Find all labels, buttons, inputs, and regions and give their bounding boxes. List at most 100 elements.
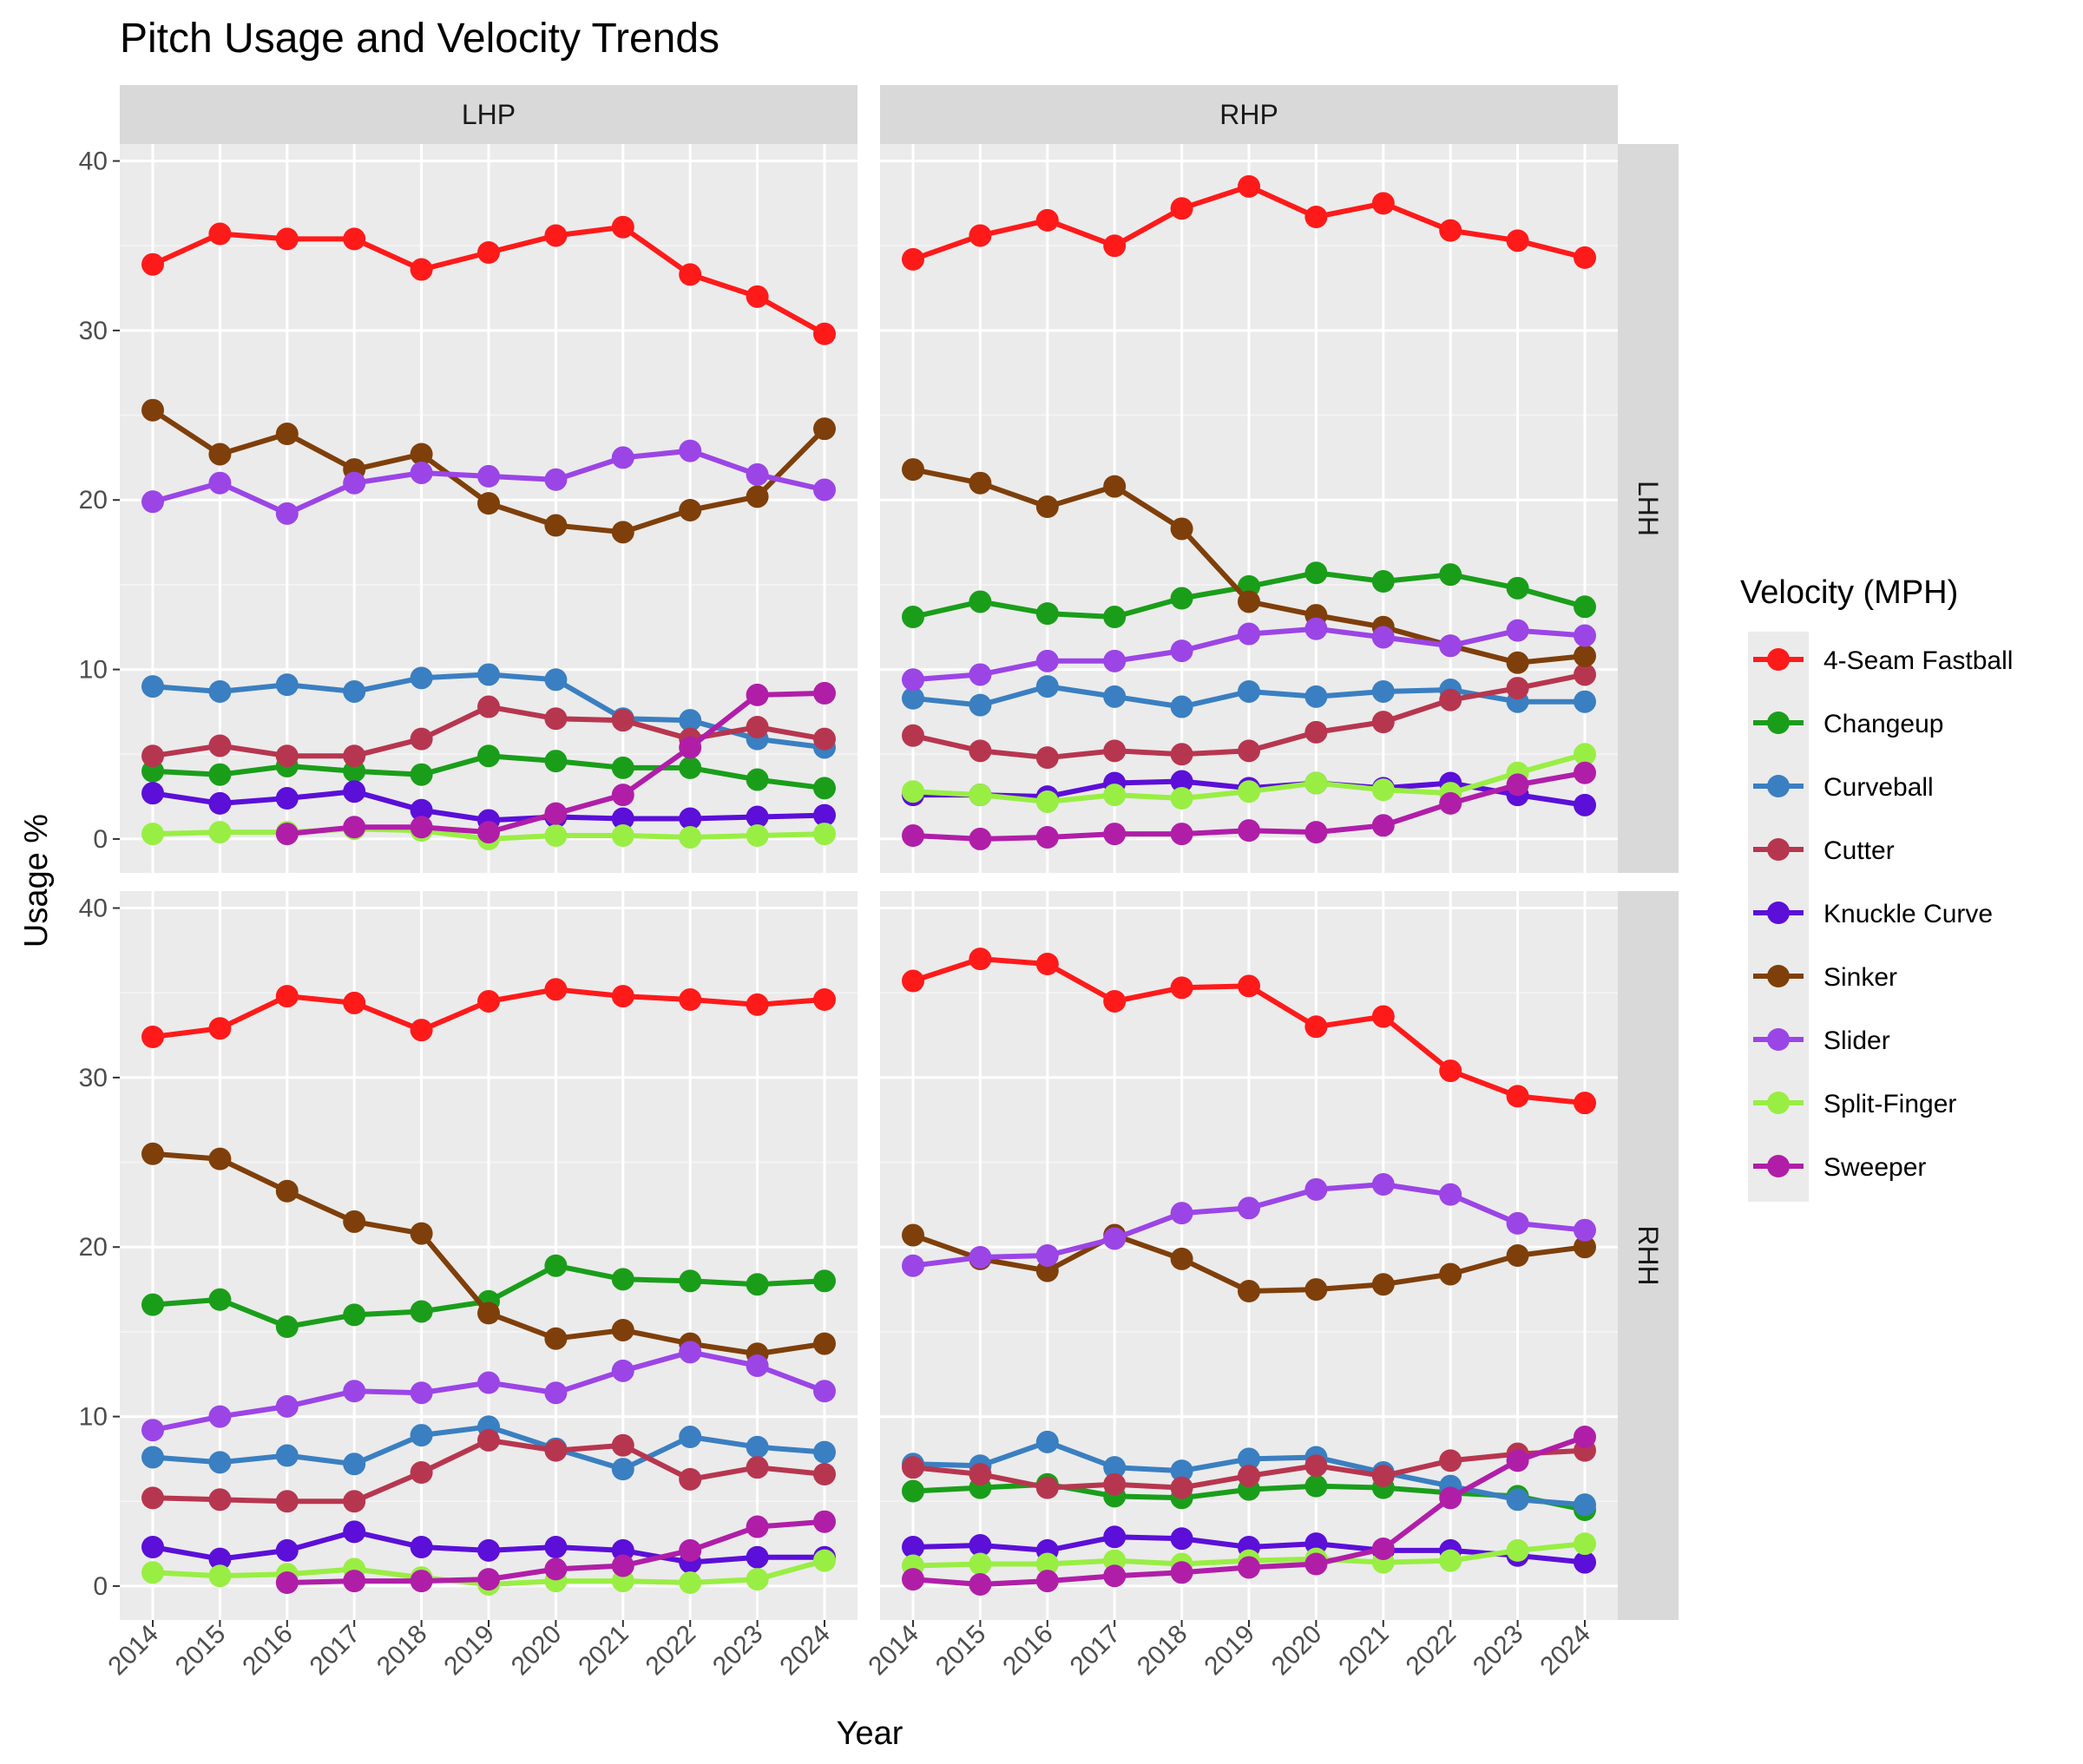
y-tick-label: 20	[79, 1233, 108, 1262]
point-4-seam-fastball	[1506, 1085, 1529, 1108]
point-knuckle-curve	[1574, 1551, 1596, 1574]
chart-title: Pitch Usage and Velocity Trends	[120, 16, 720, 62]
point-cutter	[679, 1467, 702, 1491]
point-knuckle-curve	[141, 782, 164, 805]
point-sinker	[813, 417, 836, 441]
legend-point-4-seam-fastball	[1767, 648, 1790, 671]
point-sinker	[611, 1318, 634, 1341]
point-cutter	[477, 695, 500, 718]
point-cutter	[1035, 746, 1059, 770]
point-cutter	[902, 1456, 924, 1479]
point-sinker	[544, 1327, 568, 1350]
point-slider	[1304, 1177, 1328, 1201]
point-cutter	[1371, 711, 1395, 734]
point-curveball	[141, 1446, 164, 1469]
point-slider	[1238, 622, 1260, 646]
point-split-finger	[1170, 787, 1193, 810]
y-tick-label: 10	[79, 656, 108, 685]
point-split-finger	[1238, 780, 1260, 803]
point-cutter	[969, 739, 992, 763]
point-sweeper	[1439, 1486, 1462, 1510]
point-changeup	[410, 763, 433, 786]
point-cutter	[1035, 1476, 1059, 1499]
point-cutter	[208, 1488, 232, 1512]
point-4-seam-fastball	[1103, 234, 1127, 258]
point-sinker	[1170, 1247, 1193, 1270]
point-sweeper	[902, 1568, 924, 1591]
point-sweeper	[1035, 1570, 1059, 1593]
point-curveball	[208, 1451, 232, 1474]
x-axis-title: Year	[837, 1715, 904, 1752]
panel-rhp-rhh: 2014 2015 2016 2017 2018 2019 2020 2021 2022 2023…	[863, 891, 1618, 1681]
point-sinker	[611, 521, 634, 544]
point-4-seam-fastball	[1371, 1005, 1395, 1028]
point-4-seam-fastball	[1304, 206, 1328, 228]
point-sinker	[1238, 1280, 1260, 1303]
point-curveball	[1506, 1488, 1529, 1512]
point-slider	[679, 439, 702, 462]
point-slider	[813, 478, 836, 502]
point-4-seam-fastball	[969, 948, 992, 971]
point-slider	[746, 1354, 769, 1377]
point-split-finger	[902, 780, 924, 803]
strip-rhh	[1618, 891, 1679, 1620]
point-curveball	[1170, 1459, 1193, 1483]
point-knuckle-curve	[410, 798, 433, 822]
legend-point-sinker	[1767, 965, 1790, 987]
point-cutter	[1371, 1464, 1395, 1487]
point-curveball	[746, 1435, 769, 1459]
point-split-finger	[544, 824, 568, 848]
point-slider	[343, 1380, 366, 1403]
point-sinker	[1439, 1262, 1462, 1286]
strip-label-rhh: RHH	[1633, 1225, 1664, 1285]
point-slider	[1304, 617, 1328, 640]
point-cutter	[813, 1463, 836, 1485]
point-sweeper	[813, 1510, 836, 1533]
point-slider	[410, 1381, 433, 1405]
point-changeup	[902, 1479, 924, 1503]
point-sinker	[902, 458, 924, 482]
point-curveball	[902, 686, 924, 710]
point-cutter	[1238, 739, 1260, 763]
point-sinker	[1238, 590, 1260, 613]
point-slider	[969, 1245, 992, 1269]
point-split-finger	[1103, 784, 1127, 807]
point-4-seam-fastball	[1574, 246, 1596, 269]
point-knuckle-curve	[1574, 793, 1596, 816]
point-changeup	[1170, 587, 1193, 610]
point-changeup	[746, 768, 769, 791]
point-cutter	[746, 1456, 769, 1479]
point-sweeper	[1439, 791, 1462, 815]
point-changeup	[611, 1268, 634, 1291]
point-sweeper	[1304, 1552, 1328, 1576]
point-curveball	[1103, 1456, 1127, 1479]
point-curveball	[275, 1444, 299, 1467]
point-cutter	[141, 1486, 164, 1510]
legend-point-changeup	[1767, 712, 1790, 734]
legend-point-curveball	[1767, 775, 1790, 797]
point-4-seam-fastball	[544, 978, 568, 1001]
point-slider	[1506, 619, 1529, 642]
point-cutter	[1170, 1476, 1193, 1499]
point-sinker	[1506, 651, 1529, 674]
point-knuckle-curve	[813, 803, 836, 827]
panel-area: LHP RHP LHH RHH 0 10 20 30 40 0 10 20 30 40 2014 2015 20…	[79, 85, 1679, 1681]
point-slider	[1439, 634, 1462, 658]
point-sinker	[410, 443, 433, 466]
point-slider	[902, 1254, 924, 1277]
point-sinker	[1170, 517, 1193, 541]
point-slider	[141, 1419, 164, 1442]
y-tick-label: 40	[79, 148, 108, 176]
point-split-finger	[1439, 1549, 1462, 1572]
point-4-seam-fastball	[902, 247, 924, 271]
point-4-seam-fastball	[679, 263, 702, 286]
point-sweeper	[1506, 1449, 1529, 1472]
point-cutter	[1574, 663, 1596, 686]
legend-title: Velocity (MPH)	[1740, 574, 1958, 611]
point-slider	[544, 468, 568, 491]
point-split-finger	[208, 1564, 232, 1588]
point-changeup	[1506, 576, 1529, 600]
point-sweeper	[611, 1554, 634, 1577]
point-changeup	[343, 1303, 366, 1327]
point-split-finger	[969, 784, 992, 807]
